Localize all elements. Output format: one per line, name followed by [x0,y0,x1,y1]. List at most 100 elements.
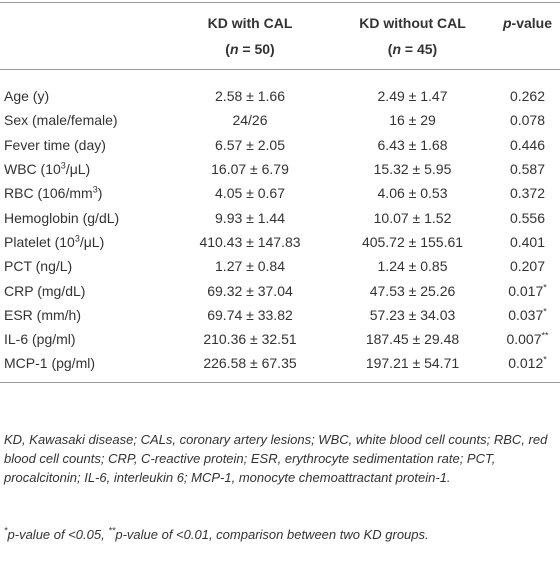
text-n-var: n [392,41,402,57]
row-label: Platelet (103/μL) [0,230,170,254]
cell: 1.24 ± 0.85 [330,254,495,278]
cell: 0.017* [495,278,560,302]
cell: 0.587 [495,157,560,181]
header-cell [0,2,170,70]
footnote-abbreviations: KD, Kawasaki disease; CALs, coronary art… [4,432,551,485]
cell: 4.05 ± 0.67 [170,181,330,205]
cell-text: Sex (male/female) [4,112,118,129]
text-text: 0.037 [508,306,544,323]
text-title: KD with CAL [207,15,293,31]
cell: 210.36 ± 32.51 [170,327,330,351]
text-sup: 3 [60,160,66,171]
cell: 6.57 ± 2.05 [170,133,330,157]
cell: 2.58 ± 1.66 [170,70,330,109]
cell: 0.372 [495,181,560,205]
cell: 6.43 ± 1.68 [330,133,495,157]
text-sup: 3 [92,184,98,195]
table-row: MCP-1 (pg/ml) 226.58 ± 67.35 197.21 ± 54.7… [0,351,560,383]
cell-text: 0.372 [509,185,546,202]
text-text: 0.007 [506,331,542,348]
header-row: KD with CAL (n = 50) KD without CAL (n = 45… [0,2,560,70]
cell-text: 0.262 [509,88,546,105]
text-text: 0.012 [508,355,544,372]
table-row: Age (y) 2.58 ± 1.66 2.49 ± 1.47 0.262 [0,70,560,109]
cell: 0.446 [495,133,560,157]
text-n-var: n [229,41,239,57]
text-n-open: ( [387,41,393,57]
cell-text: 47.53 ± 25.26 [369,282,456,299]
cell: 1.27 ± 0.84 [170,254,330,278]
cell-text: 69.32 ± 37.04 [207,282,293,299]
cell: 0.262 [495,70,560,109]
cell: 10.07 ± 1.52 [330,205,495,229]
cell-text: 197.21 ± 54.71 [365,355,460,372]
cell-text: 2.49 ± 1.47 [377,88,448,105]
cell-text: 2.58 ± 1.66 [215,88,285,105]
header-cell: KD with CAL (n = 50) [170,2,330,70]
text-text: WBC (10 [4,161,61,178]
table-body: Age (y) 2.58 ± 1.66 2.49 ± 1.47 0.262 Sex (m… [0,70,560,383]
cell-text: 187.45 ± 29.48 [365,331,460,348]
cell-text: MCP-1 (pg/ml) [4,355,96,372]
text-italic: p [502,15,512,31]
cell-text: Age (y) [4,88,50,105]
text-n-rest: = 50) [238,41,275,57]
row-label: PCT (ng/L) [0,254,170,278]
cell-text: 4.06 ± 0.53 [377,185,448,202]
cell: 69.74 ± 33.82 [170,303,330,327]
cell: 15.32 ± 5.95 [330,157,495,181]
cell-text: 10.07 ± 1.52 [373,209,452,226]
table-row: Platelet (103/μL) 410.43 ± 147.83 405.72 ±… [0,230,560,254]
cell-text: 16 ± 29 [389,112,436,129]
text-text: 0.017 [508,282,544,299]
cell-text: Fever time (day) [4,136,106,153]
cell: 24/26 [170,108,330,132]
table-row: IL-6 (pg/ml) 210.36 ± 32.51 187.45 ± 29.48… [0,327,560,351]
cell: 0.401 [495,230,560,254]
text-text: Platelet (10 [4,233,75,250]
row-label: Hemoglobin (g/dL) [0,205,170,229]
cell-text: 410.43 ± 147.83 [199,233,301,250]
table-row: Hemoglobin (g/dL) 9.93 ± 1.44 10.07 ± 1.52… [0,205,560,229]
text-after: /μL) [65,161,91,178]
cell: 4.06 ± 0.53 [330,181,495,205]
text-sup: * [543,281,547,292]
cell: 0.556 [495,205,560,229]
cell-text: Hemoglobin (g/dL) [4,209,120,226]
header-cell: KD without CAL (n = 45) [330,2,495,70]
cell-text: 16.07 ± 6.79 [211,161,289,178]
cell: 2.49 ± 1.47 [330,70,495,109]
text-sup: ** [541,330,549,341]
table-row: ESR (mm/h) 69.74 ± 33.82 57.23 ± 34.03 0.03… [0,303,560,327]
cell-text: 24/26 [232,112,268,129]
cell: 0.037* [495,303,560,327]
row-label: MCP-1 (pg/ml) [0,351,170,383]
table-row: PCT (ng/L) 1.27 ± 0.84 1.24 ± 0.85 0.207 [0,254,560,278]
cell-text: 15.32 ± 5.95 [373,161,452,178]
cell: 405.72 ± 155.61 [330,230,495,254]
text-n-rest: = 45) [401,41,438,57]
cell-text: 0.078 [509,112,546,129]
text-mark2: ** [108,525,116,536]
text-sup: * [543,354,547,365]
text-title: KD without CAL [359,15,466,31]
row-label: IL-6 (pg/ml) [0,327,170,351]
text-text2: p-value of <0.01, comparison between two… [115,527,429,542]
page: KD with CAL (n = 50) KD without CAL (n = 45… [0,0,560,542]
cell-text: 57.23 ± 34.03 [369,306,456,323]
cell-text: 0.401 [509,233,546,250]
footnote-significance: *p-value of <0.05, **p-value of <0.01, c… [4,525,556,544]
table-header: KD with CAL (n = 50) KD without CAL (n = 45… [0,2,560,70]
cell: 16.07 ± 6.79 [170,157,330,181]
text-after: /μL) [79,233,105,250]
cell: 0.007** [495,327,560,351]
cell: 0.078 [495,108,560,132]
row-label: Age (y) [0,70,170,109]
cell: 0.207 [495,254,560,278]
row-label: WBC (103/μL) [0,157,170,181]
cell: 410.43 ± 147.83 [170,230,330,254]
cell: 187.45 ± 29.48 [330,327,495,351]
table-row: WBC (103/μL) 16.07 ± 6.79 15.32 ± 5.95 0.58… [0,157,560,181]
row-label: CRP (mg/dL) [0,278,170,302]
cell-text: 1.27 ± 0.84 [215,258,285,275]
